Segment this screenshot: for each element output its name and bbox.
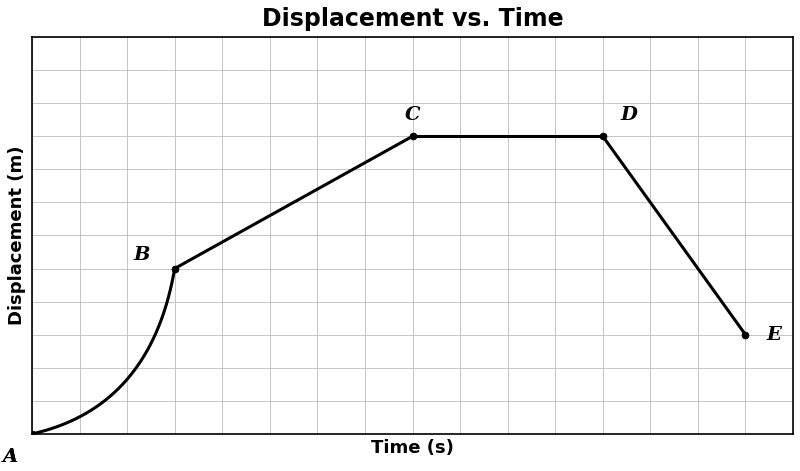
- Text: D: D: [621, 106, 638, 124]
- Text: C: C: [405, 106, 420, 124]
- Text: B: B: [133, 246, 150, 264]
- Y-axis label: Displacement (m): Displacement (m): [8, 146, 26, 325]
- Text: E: E: [766, 325, 782, 344]
- Title: Displacement vs. Time: Displacement vs. Time: [262, 7, 563, 31]
- Text: A: A: [3, 448, 18, 466]
- Text: A: A: [3, 448, 18, 466]
- X-axis label: Time (s): Time (s): [371, 439, 454, 457]
